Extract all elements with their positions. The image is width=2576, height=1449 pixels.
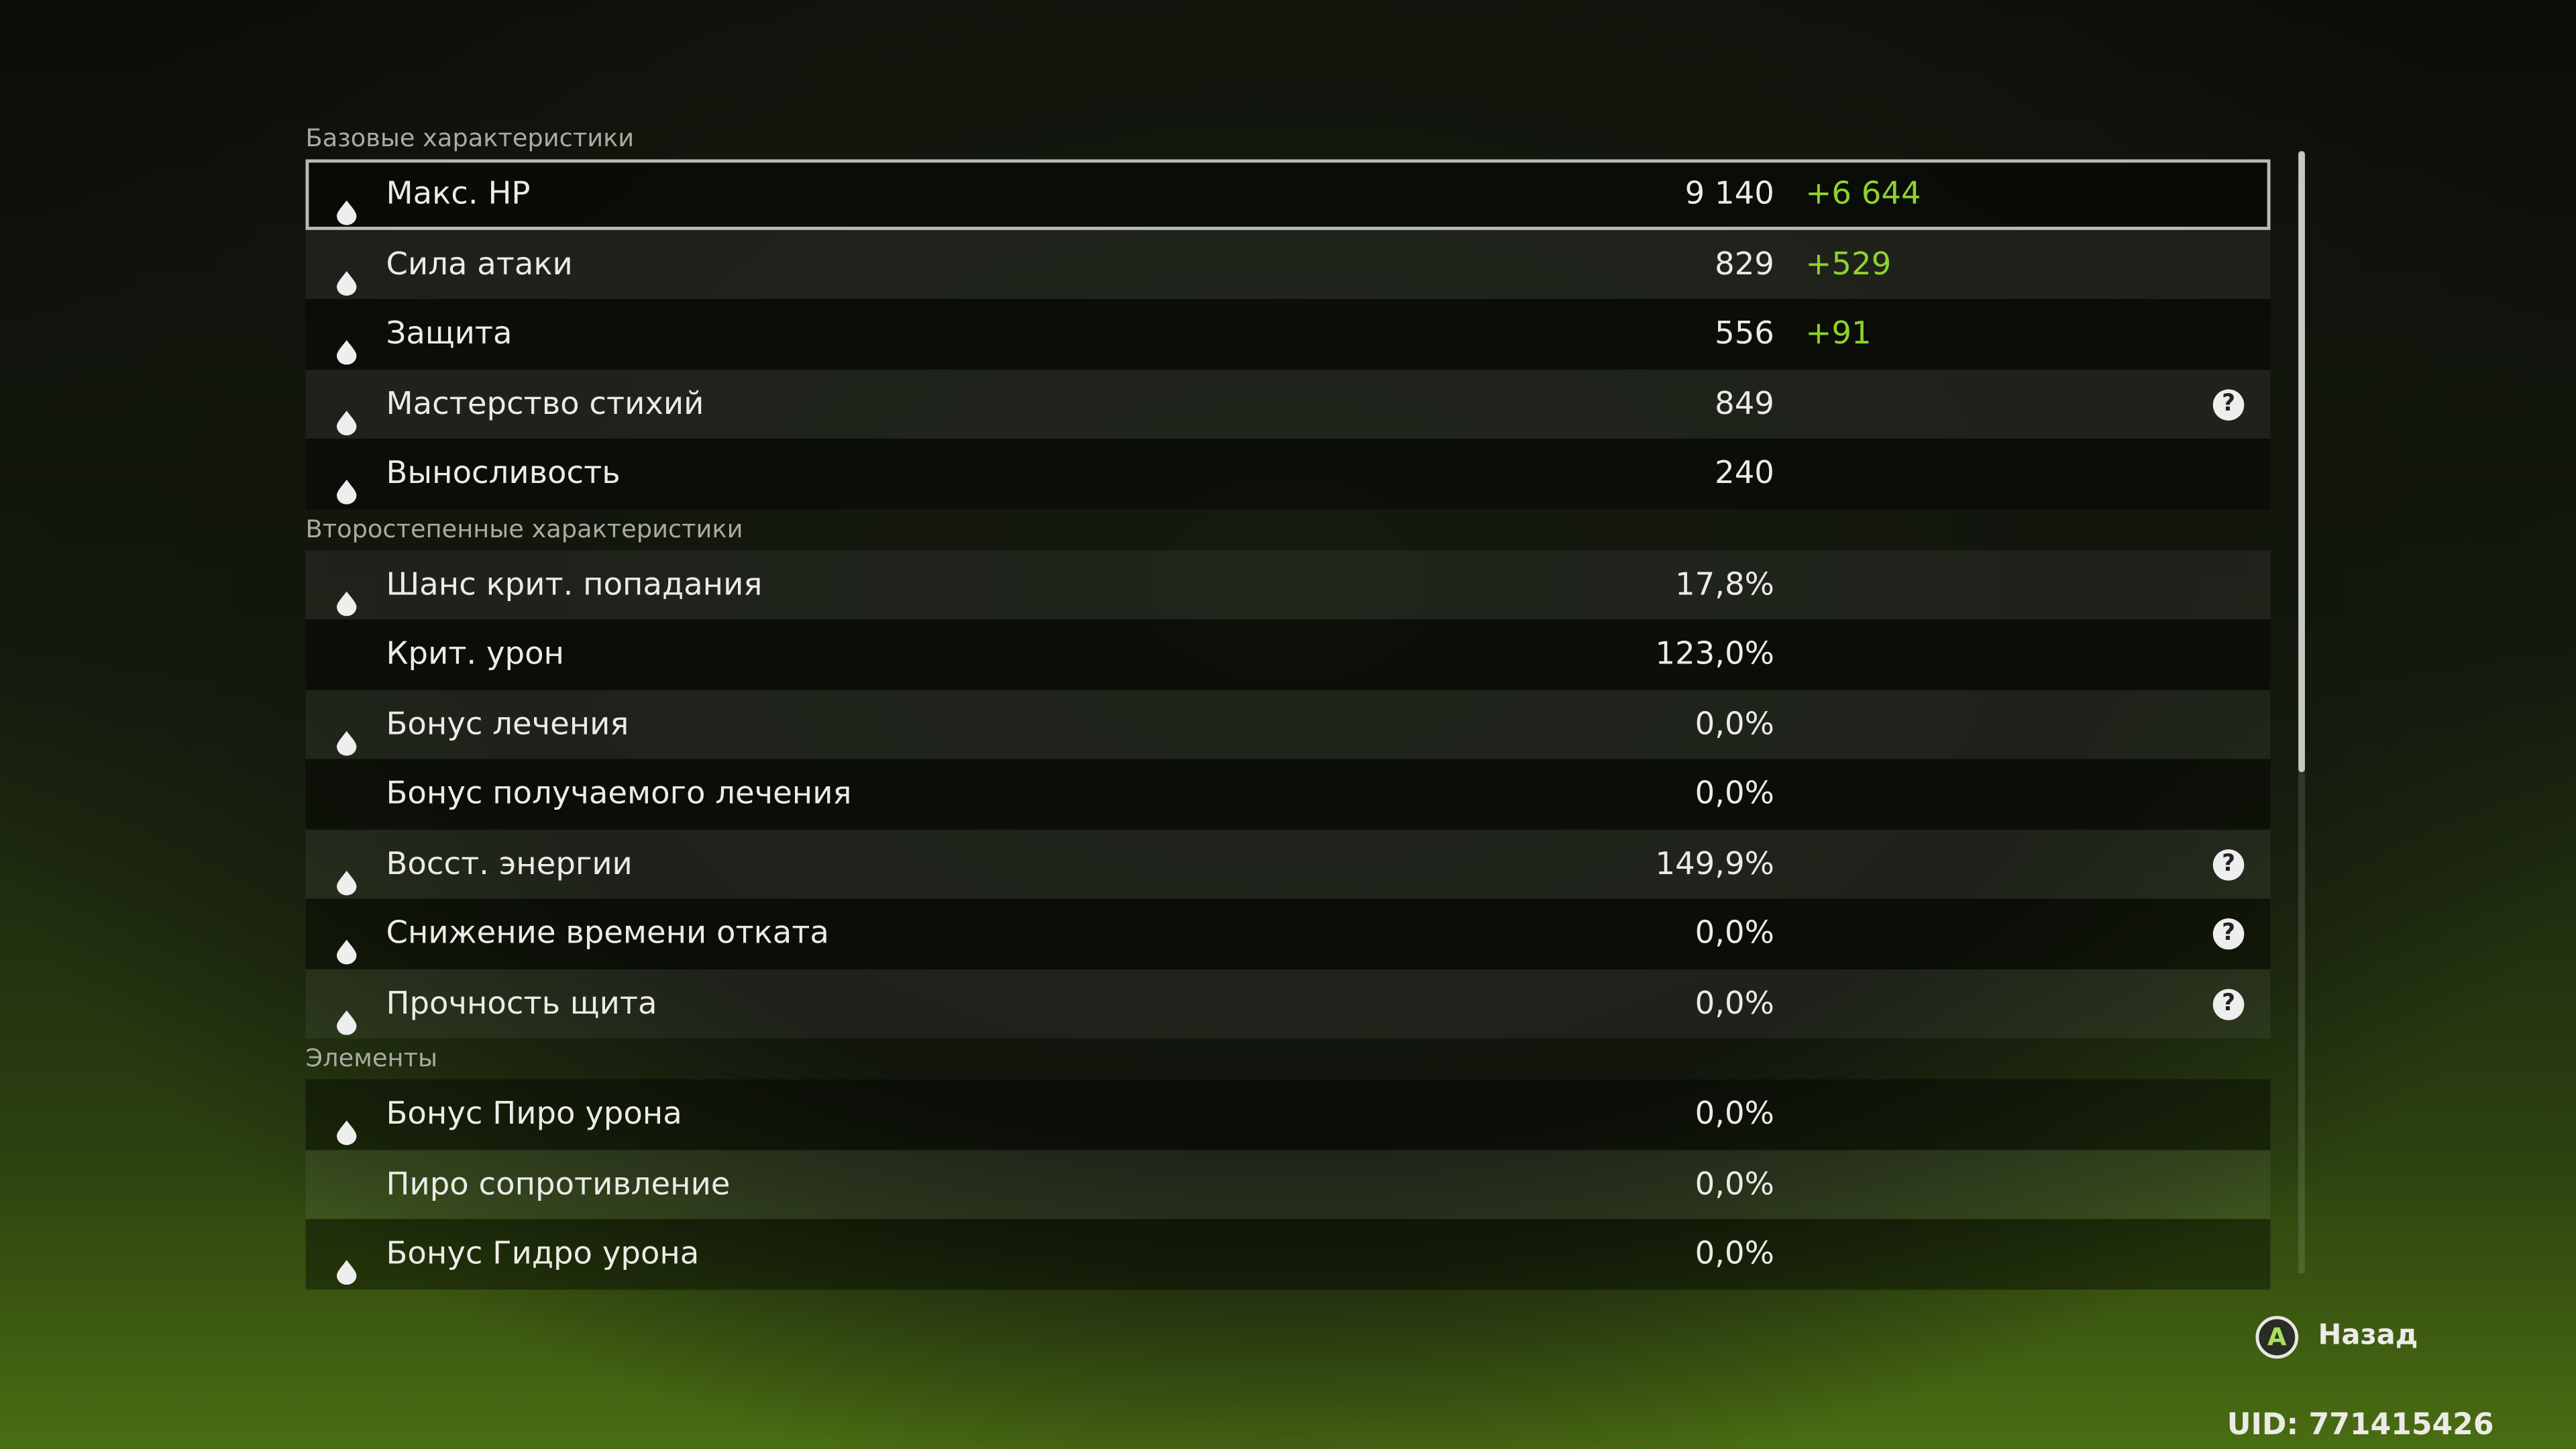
stat-row[interactable]: Мастерство стихий 849?	[305, 368, 2271, 439]
scrollbar[interactable]	[2298, 151, 2305, 1273]
stat-value: 240	[1715, 455, 1774, 492]
stat-row[interactable]: Бонус получаемого лечения 0,0%	[305, 759, 2271, 829]
stat-name: Восст. энергии	[386, 845, 633, 881]
stat-row[interactable]: Защита 556 +91	[305, 299, 2271, 369]
stat-bonus: +91	[1805, 315, 1872, 352]
stat-list: Базовые характеристики Макс. HP 9 140 +6 64…	[305, 118, 2271, 1297]
uid: UID: 771415426	[2226, 1407, 2494, 1443]
stat-icon	[333, 390, 360, 435]
stat-icon	[333, 1101, 360, 1145]
help-icon[interactable]: ?	[2212, 988, 2245, 1020]
stat-value: 0,0%	[1695, 775, 1774, 812]
stat-name: Шанс крит. попадания	[386, 566, 763, 602]
stat-row[interactable]: Снижение времени отката 0,0%?	[305, 898, 2271, 969]
stat-icon	[333, 321, 360, 365]
stat-name: Крит. урон	[386, 635, 564, 672]
section-title: Второстепенные характеристики	[305, 513, 743, 543]
help-icon[interactable]: ?	[2212, 388, 2245, 420]
stat-name: Прочность щита	[386, 985, 657, 1022]
stat-value: 849	[1715, 385, 1774, 422]
stat-row[interactable]: Бонус Пиро урона 0,0%	[305, 1079, 2271, 1150]
stat-value: 17,8%	[1675, 566, 1774, 602]
stat-value: 556	[1715, 315, 1774, 352]
stat-name: Макс. HP	[386, 176, 531, 212]
stat-icon	[333, 920, 360, 965]
stat-icon	[333, 990, 360, 1034]
help-icon[interactable]: ?	[2212, 848, 2245, 880]
stat-name: Защита	[386, 315, 513, 352]
stat-value: 0,0%	[1695, 985, 1774, 1022]
stat-name: Бонус Пиро урона	[386, 1095, 682, 1132]
stat-name: Сила атаки	[386, 246, 573, 282]
stat-icon	[333, 710, 360, 755]
stat-name: Выносливость	[386, 455, 621, 492]
stat-row[interactable]: Прочность щита 0,0%?	[305, 968, 2271, 1038]
stat-value: 0,0%	[1695, 705, 1774, 742]
stat-row[interactable]: Бонус Гидро урона 0,0%	[305, 1219, 2271, 1289]
stat-value: 829	[1715, 246, 1774, 282]
stat-value: 0,0%	[1695, 1165, 1774, 1202]
stat-row[interactable]: Выносливость 240	[305, 438, 2271, 508]
stat-icon	[333, 460, 360, 504]
stat-row[interactable]: Шанс крит. попадания 17,8%	[305, 549, 2271, 620]
back-button-icon[interactable]: A	[2255, 1316, 2299, 1359]
stat-value: 0,0%	[1695, 915, 1774, 951]
stat-value: 0,0%	[1695, 1095, 1774, 1132]
help-icon[interactable]: ?	[2212, 918, 2245, 950]
stat-icon	[333, 1240, 360, 1285]
section-title: Элементы	[305, 1043, 438, 1073]
stat-name: Мастерство стихий	[386, 385, 704, 422]
stat-icon	[333, 180, 360, 225]
stat-row[interactable]: Макс. HP 9 140 +6 644	[305, 159, 2271, 229]
stat-icon	[333, 571, 360, 616]
stat-icon	[333, 850, 360, 895]
stat-value: 123,0%	[1655, 635, 1774, 672]
stat-row[interactable]: Пиро сопротивление 0,0%	[305, 1149, 2271, 1220]
stat-row[interactable]: Бонус лечения 0,0%	[305, 689, 2271, 759]
stat-name: Бонус получаемого лечения	[386, 775, 852, 812]
stat-row[interactable]: Сила атаки 829 +529	[305, 229, 2271, 299]
back-label[interactable]: Назад	[2318, 1319, 2418, 1352]
stat-bonus: +529	[1805, 246, 1892, 282]
section-title: Базовые характеристики	[305, 123, 635, 153]
stat-row[interactable]: Восст. энергии 149,9%?	[305, 828, 2271, 899]
stat-name: Пиро сопротивление	[386, 1165, 731, 1202]
stat-value: 9 140	[1684, 176, 1774, 212]
stat-value: 149,9%	[1655, 845, 1774, 881]
stat-name: Бонус Гидро урона	[386, 1235, 700, 1272]
stat-icon	[333, 250, 360, 295]
stat-value: 0,0%	[1695, 1235, 1774, 1272]
stat-row[interactable]: Крит. урон 123,0%	[305, 619, 2271, 690]
stat-bonus: +6 644	[1805, 176, 1921, 212]
stat-name: Бонус лечения	[386, 705, 629, 742]
scroll-thumb[interactable]	[2298, 151, 2305, 773]
stat-name: Снижение времени отката	[386, 915, 829, 951]
